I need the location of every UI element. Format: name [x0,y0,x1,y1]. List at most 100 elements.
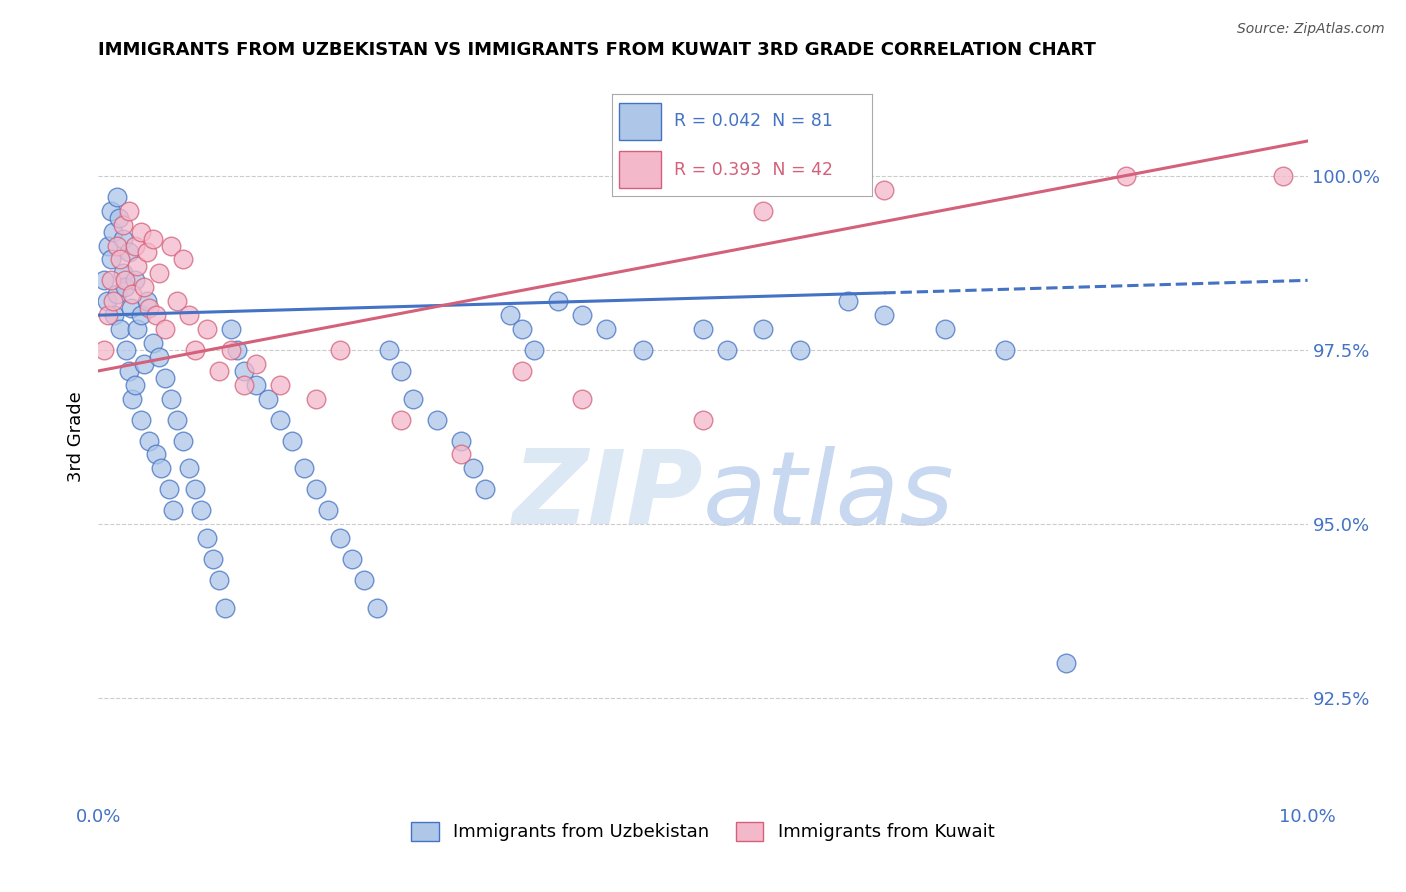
Text: R = 0.393  N = 42: R = 0.393 N = 42 [673,161,832,178]
Point [127,260,149,274]
Point [138,301,160,316]
Point [571,392,593,406]
Point [994,343,1017,357]
Point [108,322,131,336]
Point [179,308,201,322]
Point [103,308,125,322]
Point [245,377,267,392]
Point [135,245,157,260]
Point [138,434,160,448]
Point [692,412,714,426]
Point [124,273,146,287]
Point [142,231,165,245]
Point [105,238,128,252]
Point [184,483,207,497]
Point [105,190,128,204]
Point [1115,169,1137,183]
Point [752,322,775,336]
Point [789,343,811,357]
Point [1054,657,1077,671]
Point [145,308,167,322]
Point [208,364,231,378]
Bar [620,103,661,140]
Point [111,218,134,232]
Bar [620,151,661,188]
Point [389,412,412,426]
Point [105,287,128,301]
Point [837,294,859,309]
Point [245,357,267,371]
Point [97,308,120,322]
Point [316,503,339,517]
Point [162,503,184,517]
Point [221,343,243,357]
Point [184,343,207,357]
Point [269,412,291,426]
Point [129,412,152,426]
Point [108,211,131,225]
Point [157,483,180,497]
Point [716,343,738,357]
Point [124,238,146,252]
Point [148,266,170,280]
Point [692,322,714,336]
Point [377,343,399,357]
Point [342,552,364,566]
Point [118,245,141,260]
Point [214,600,236,615]
Point [195,322,218,336]
Point [305,392,328,406]
Point [160,238,183,252]
Point [134,357,156,371]
Point [129,308,152,322]
Point [172,252,194,267]
Point [118,203,141,218]
Point [226,343,249,357]
Point [120,301,142,316]
Point [97,238,120,252]
Point [292,461,315,475]
Point [463,461,485,475]
Point [108,252,131,267]
Point [353,573,375,587]
Text: ZIP: ZIP [512,445,703,546]
Text: atlas: atlas [703,446,955,546]
Point [752,203,775,218]
Point [1272,169,1295,183]
Point [142,336,165,351]
Point [127,322,149,336]
Point [100,252,122,267]
Point [93,273,115,287]
Point [221,322,243,336]
Point [934,322,956,336]
Legend: Immigrants from Uzbekistan, Immigrants from Kuwait: Immigrants from Uzbekistan, Immigrants f… [405,814,1001,848]
Point [114,273,136,287]
Point [190,503,212,517]
Point [281,434,304,448]
Point [166,294,188,309]
Point [305,483,328,497]
Point [134,280,156,294]
Point [232,364,254,378]
Point [101,294,124,309]
Point [121,392,143,406]
Text: IMMIGRANTS FROM UZBEKISTAN VS IMMIGRANTS FROM KUWAIT 3RD GRADE CORRELATION CHART: IMMIGRANTS FROM UZBEKISTAN VS IMMIGRANTS… [98,41,1097,59]
Point [148,350,170,364]
Point [145,448,167,462]
Point [114,280,136,294]
Point [153,322,176,336]
Point [100,273,122,287]
Point [474,483,496,497]
Point [129,225,152,239]
Point [873,308,896,322]
Point [153,371,176,385]
Point [329,531,352,545]
Point [873,183,896,197]
Point [389,364,412,378]
Point [121,287,143,301]
Point [166,412,188,426]
Point [498,308,520,322]
Point [232,377,254,392]
Point [366,600,388,615]
Point [118,364,141,378]
